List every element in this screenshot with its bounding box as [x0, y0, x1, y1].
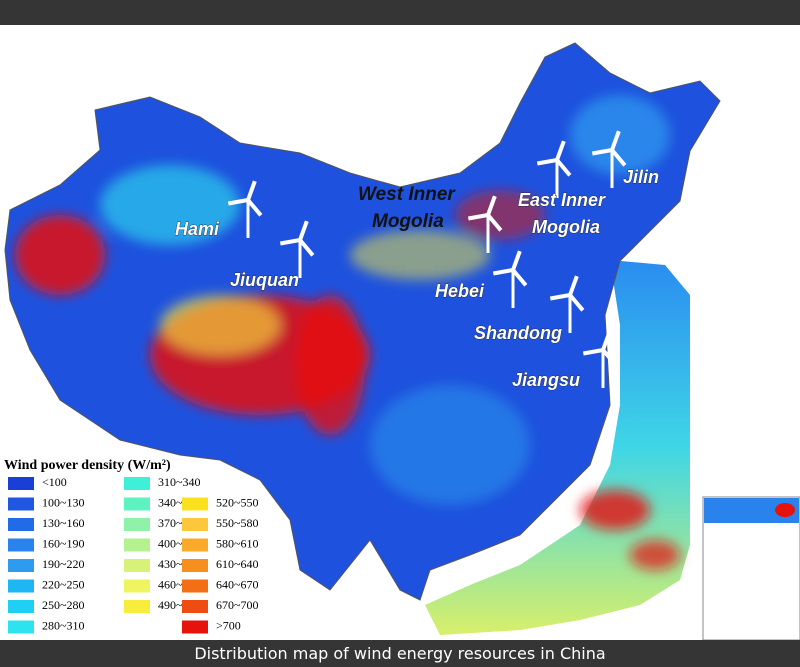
legend-swatch [8, 538, 34, 552]
place-label: West Inner [358, 184, 456, 205]
legend-label: 250~280 [42, 598, 85, 612]
legend-swatch [8, 497, 34, 511]
turbine-blade [279, 238, 301, 246]
legend-swatch [124, 497, 150, 511]
turbine-tower [298, 240, 302, 278]
legend-label: 100~130 [42, 495, 85, 509]
turbine-blade [467, 213, 489, 221]
legend-swatch [8, 620, 34, 634]
legend-label: 280~310 [42, 618, 85, 632]
place-labels: Hami Jiuquan West Inner Mogolia East Inner Mo… [175, 167, 660, 391]
turbine-blade [555, 158, 572, 177]
legend-swatch [182, 497, 208, 511]
legend-swatch [182, 518, 208, 531]
turbine-tower [486, 215, 490, 253]
place-label: Shandong [474, 323, 562, 343]
turbine-blade [511, 250, 522, 271]
turbine-blade [486, 195, 497, 216]
turbine-blade [582, 348, 604, 356]
legend-swatch [182, 579, 208, 593]
legend-label: 640~670 [216, 577, 259, 591]
turbine-blade [536, 158, 558, 166]
legend-swatch [124, 600, 150, 613]
turbine-blade [601, 330, 612, 351]
turbine-blade [298, 238, 315, 257]
turbine-blade [601, 348, 618, 367]
legend-swatch [124, 538, 150, 552]
legend-label: >700 [216, 618, 241, 632]
turbine-blade [610, 148, 627, 167]
legend-title: Wind power density (W/m²) [4, 458, 171, 473]
legend-swatch [8, 579, 34, 593]
caption: Distribution map of wind energy resource… [194, 644, 606, 663]
turbine-blade [568, 293, 585, 312]
top-bar [0, 0, 800, 25]
legend-swatch [124, 579, 150, 593]
legend-label: 310~340 [158, 475, 201, 489]
turbine-blade [591, 148, 613, 156]
turbines [227, 130, 627, 388]
legend: Wind power density (W/m²) <100 100~130 130~… [4, 458, 259, 634]
place-label: East Inner [518, 190, 606, 210]
place-label: Jiangsu [512, 370, 580, 390]
legend-swatch [8, 559, 34, 572]
legend-swatch [8, 477, 34, 490]
turbine-blade [246, 198, 263, 217]
turbine-blade [549, 293, 571, 301]
map-shapes [4, 42, 800, 640]
legend-swatch [124, 559, 150, 572]
density-patches [15, 95, 680, 570]
turbine-blade [227, 198, 249, 206]
legend-swatch [182, 538, 208, 552]
place-label: Mogolia [372, 211, 444, 232]
turbine-blade [492, 268, 514, 276]
legend-label: 610~640 [216, 557, 259, 571]
turbine-tower [246, 200, 250, 238]
legend-swatch [182, 559, 208, 572]
turbine-blade [555, 140, 566, 161]
legend-label: 190~220 [42, 557, 85, 571]
legend-swatch [8, 600, 34, 613]
legend-label: 520~550 [216, 495, 259, 509]
legend-label: 550~580 [216, 516, 259, 530]
legend-label: <100 [42, 475, 67, 489]
turbine-blade [511, 268, 528, 287]
turbine-tower [555, 160, 559, 198]
turbine-blade [486, 213, 503, 232]
turbine-blade [610, 130, 621, 151]
legend-swatch [8, 518, 34, 531]
legend-swatch [182, 600, 208, 613]
map: Hami Jiuquan West Inner Mogolia East Inner Mo… [4, 42, 800, 640]
legend-label: 580~610 [216, 536, 259, 550]
place-label: Hami [175, 219, 220, 239]
turbine-blade [298, 220, 309, 241]
place-label: Jiuquan [230, 270, 299, 290]
turbine-tower [610, 150, 614, 188]
turbine-tower [511, 270, 515, 308]
legend-swatch [124, 477, 150, 490]
legend-label: 130~160 [42, 516, 85, 530]
turbine-blade [568, 275, 579, 296]
turbine-tower [568, 295, 572, 333]
sea-area [425, 260, 690, 635]
inset-patch [775, 503, 795, 517]
legend-label: 670~700 [216, 598, 259, 612]
bottom-bar [0, 640, 800, 667]
legend-swatch [124, 518, 150, 531]
turbine-blade [246, 180, 257, 201]
legend-label: 220~250 [42, 577, 85, 591]
legend-swatch [182, 620, 208, 634]
turbine-tower [601, 350, 605, 388]
place-label: Jilin [623, 167, 659, 187]
place-label: Hebei [435, 281, 485, 301]
place-label: Mogolia [532, 217, 600, 237]
legend-label: 160~190 [42, 536, 85, 550]
